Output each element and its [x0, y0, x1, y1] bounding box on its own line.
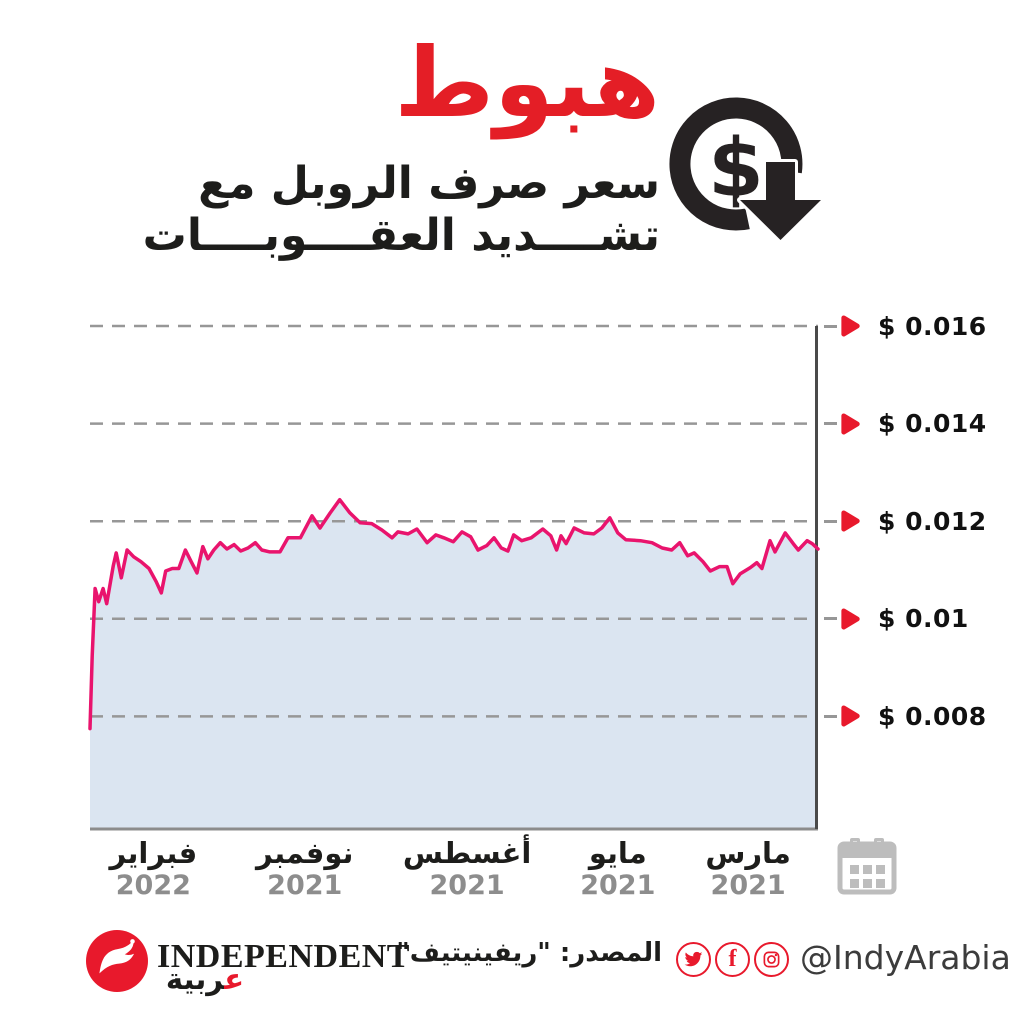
- tick-arrow-icon: [841, 315, 860, 337]
- facebook-icon[interactable]: f: [715, 942, 750, 977]
- x-axis-label: نوفمبر 2021: [256, 836, 354, 902]
- x-axis-labels: فبراير 2022 نوفمبر 2021 أغسطس 2021 مايو 2021 مار…: [90, 836, 818, 918]
- tick-stub: [824, 617, 837, 621]
- x-axis-label: مايو 2021: [580, 836, 656, 902]
- subtitle-line-1: سعر صرف الروبل مع: [198, 158, 660, 209]
- social-handle[interactable]: @IndyArabia: [800, 938, 1011, 977]
- dollar-decline-icon: $: [669, 97, 824, 243]
- y-axis-tick: $ 0.016: [824, 311, 987, 341]
- tick-stub: [824, 422, 837, 426]
- eagle-icon: [99, 939, 135, 974]
- ruble-exchange-rate-area-chart: [88, 324, 820, 831]
- x-axis-label: مارس 2021: [705, 836, 791, 902]
- chart-area: $ 0.016 $ 0.014 $ 0.012 $ 0.01 $ 0.008 فبراي…: [88, 310, 986, 901]
- y-axis-tick: $ 0.012: [824, 506, 987, 536]
- calendar-icon: [837, 838, 897, 895]
- twitter-icon[interactable]: [676, 942, 711, 977]
- source-label: المصدر: "ريفينيتيف": [396, 938, 662, 968]
- brand-wordmark: INDEPENDENT: [157, 938, 410, 975]
- instagram-icon[interactable]: [754, 942, 789, 977]
- y-tick-label: $ 0.016: [878, 311, 987, 341]
- tick-arrow-icon: [841, 705, 860, 727]
- y-tick-label: $ 0.008: [878, 701, 987, 731]
- tick-stub: [824, 519, 837, 523]
- tick-arrow-icon: [841, 510, 860, 532]
- brand-arabic: عربية: [150, 962, 260, 996]
- area-fill: [90, 499, 818, 829]
- brand-arabic-rest: ربية: [165, 962, 225, 996]
- year-label: 2021: [580, 869, 656, 901]
- month-label: مايو: [588, 836, 647, 870]
- y-axis-tick: $ 0.008: [824, 701, 987, 731]
- independent-logo: [86, 930, 148, 992]
- month-label: نوفمبر: [256, 836, 354, 870]
- exchange-rate-line: [88, 497, 820, 731]
- y-axis-tick: $ 0.01: [824, 604, 969, 634]
- y-axis-tick: $ 0.014: [824, 409, 987, 439]
- tick-stub: [824, 324, 837, 328]
- y-tick-label: $ 0.01: [878, 604, 969, 634]
- month-label: فبراير: [109, 836, 198, 870]
- year-label: 2021: [429, 869, 505, 901]
- brand-arabic-ain: ع: [224, 962, 245, 996]
- year-label: 2021: [267, 869, 343, 901]
- social-icons: f: [676, 942, 789, 977]
- subtitle-line-2: تشــــديد العقــــوبــــات: [142, 210, 660, 261]
- month-label: مارس: [705, 836, 791, 870]
- year-label: 2022: [115, 869, 191, 901]
- year-label: 2021: [710, 869, 786, 901]
- x-axis-label: أغسطس 2021: [402, 836, 532, 902]
- month-label: أغسطس: [402, 836, 532, 870]
- tick-stub: [824, 714, 837, 718]
- tick-arrow-icon: [841, 608, 860, 630]
- y-tick-label: $ 0.012: [878, 506, 987, 536]
- page-title: هبوط: [394, 27, 660, 139]
- y-tick-label: $ 0.014: [878, 409, 987, 439]
- tick-arrow-icon: [841, 413, 860, 435]
- x-axis-label: فبراير 2022: [109, 836, 198, 902]
